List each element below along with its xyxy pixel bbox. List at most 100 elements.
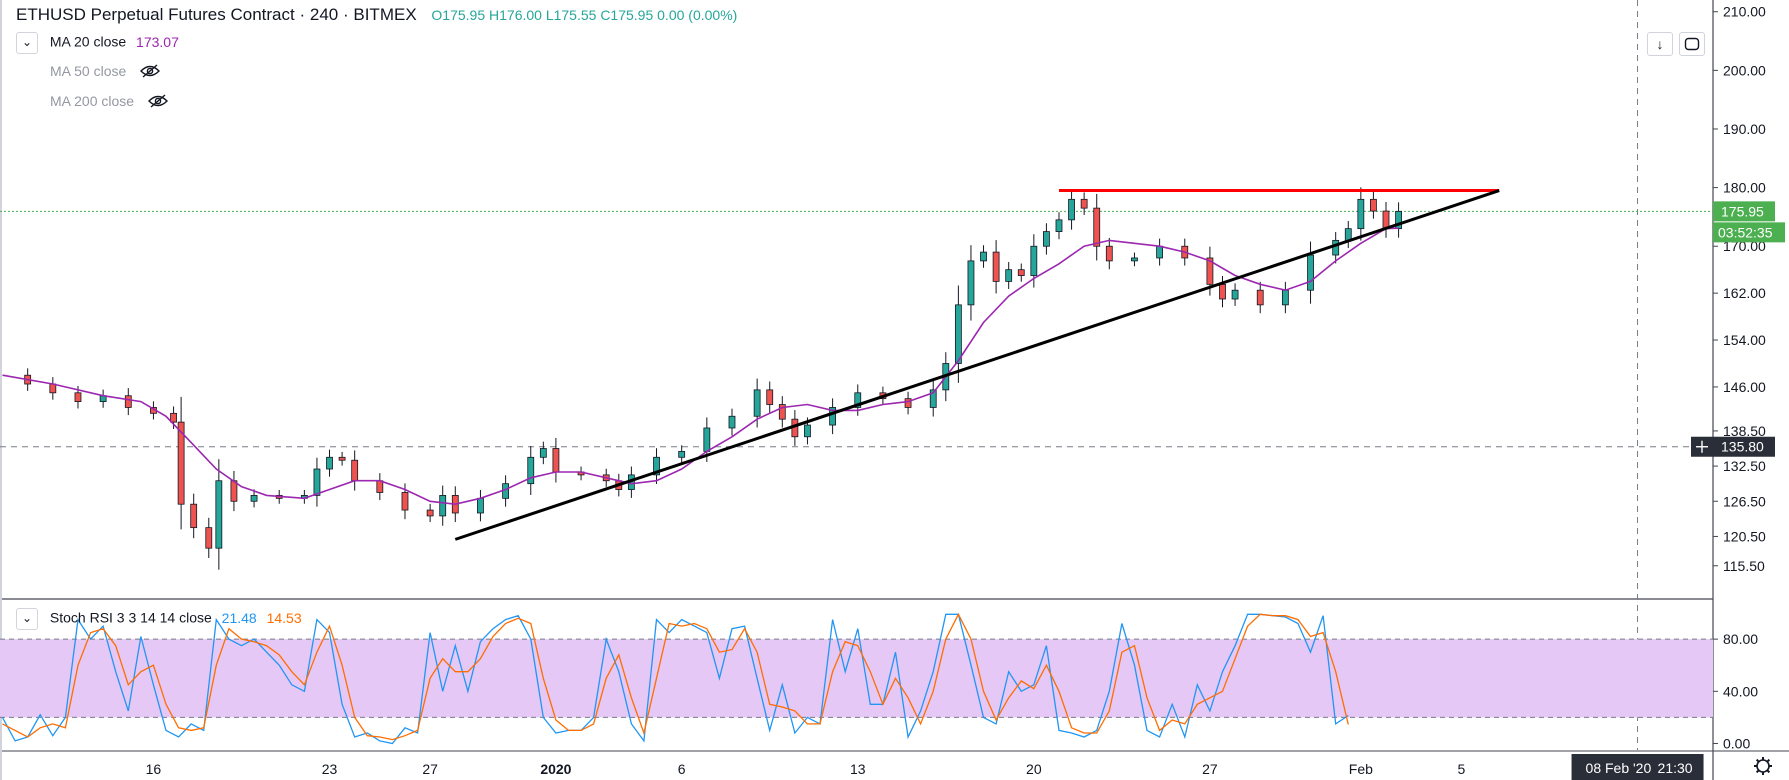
stoch-legend[interactable]: ⌄ Stoch RSI 3 3 14 14 close 21.48 14.53: [16, 608, 302, 630]
price-axis[interactable]: 115.50 120.50 126.50 132.50 138.50 146.00 154.…: [1713, 4, 1766, 752]
candles-layer: [24, 187, 1402, 570]
gear-icon[interactable]: [1754, 757, 1772, 775]
time-axis[interactable]: 16 23 27 2020 6 13 20 27 Feb 5 08 Feb '20 21:30: [146, 754, 1772, 780]
candle: [313, 468, 321, 496]
y-tick-label: 210.00: [1723, 4, 1766, 20]
candle: [539, 448, 547, 458]
stoch-band-layer: [0, 638, 1713, 718]
candle: [778, 404, 786, 420]
candle: [804, 424, 811, 438]
y-tick-label: 120.50: [1723, 528, 1766, 544]
candle: [954, 304, 962, 364]
stoch-d-value: 14.53: [266, 609, 302, 626]
x-tick-label: 20: [1026, 761, 1042, 777]
y-tick-label: 200.00: [1723, 62, 1766, 78]
y-tick-label: 180.00: [1723, 180, 1766, 196]
countdown-value: 03:52:35: [1718, 224, 1773, 240]
gear-tooth: [1755, 769, 1760, 774]
candle: [753, 389, 761, 417]
candle: [1017, 269, 1025, 276]
candle: [177, 421, 185, 505]
ma200-legend[interactable]: MA 200 close: [50, 93, 168, 111]
ma200-label: MA 200 close: [50, 93, 135, 109]
current-price-value: 175.95: [1721, 203, 1764, 219]
candle: [703, 427, 711, 452]
candle: [351, 459, 359, 482]
gear-tooth: [1766, 769, 1771, 774]
candle: [1156, 245, 1164, 259]
y-tick-label: 126.50: [1723, 493, 1766, 509]
candle: [230, 480, 238, 502]
eye-off-icon[interactable]: [147, 94, 168, 111]
candle: [1206, 257, 1214, 285]
ma20-legend[interactable]: ⌄ MA 20 close 173.07: [16, 32, 179, 54]
candle: [1357, 198, 1365, 230]
candle: [1344, 228, 1352, 241]
stoch-k-value: 21.48: [221, 609, 257, 626]
exchange: BITMEX: [353, 5, 417, 24]
trend-drawings[interactable]: [454, 189, 1500, 541]
candle: [1131, 257, 1138, 262]
candle: [678, 451, 686, 458]
x-tick-label: 16: [146, 761, 162, 777]
candle: [1043, 231, 1050, 247]
candle: [552, 448, 560, 473]
crosshair-price-tag: [1713, 436, 1775, 457]
candle: [1307, 254, 1314, 291]
candle: [439, 495, 447, 517]
candle: [967, 260, 975, 306]
x-tick-label: 6: [678, 761, 686, 777]
fullscreen-icon: [1684, 37, 1700, 51]
x-tick-label: Feb: [1349, 761, 1373, 777]
ma50-label: MA 50 close: [50, 63, 127, 79]
candle: [1281, 289, 1289, 306]
download-button[interactable]: ↓: [1647, 32, 1673, 56]
candle: [527, 456, 535, 485]
candle: [904, 398, 912, 408]
candle: [1231, 289, 1239, 300]
eye-off-icon[interactable]: [140, 64, 161, 81]
y-tick-label: 132.50: [1723, 458, 1766, 474]
crosshair-date-tag: [1571, 754, 1704, 780]
ohlc-values: O175.95 H176.00 L175.55 C175.95 0.00 (0.…: [431, 7, 738, 23]
fullscreen-button[interactable]: [1679, 32, 1705, 56]
candle: [1068, 198, 1075, 221]
candle: [426, 509, 434, 517]
ma50-legend[interactable]: MA 50 close: [50, 63, 161, 81]
stoch-tick-label: 0.00: [1723, 735, 1750, 751]
x-tick-label: 27: [422, 761, 438, 777]
y-tick-label: 146.00: [1723, 379, 1766, 395]
candle: [653, 456, 660, 476]
symbol-name[interactable]: ETHUSD Perpetual Futures Contract: [16, 5, 295, 24]
price-tags: 175.95 03:52:35 135.80: [1691, 201, 1785, 457]
candle: [190, 503, 198, 529]
candle: [1093, 207, 1101, 247]
candle: [1332, 239, 1340, 256]
x-tick-label: 23: [322, 761, 338, 777]
candle: [1382, 210, 1390, 230]
stoch-band: [0, 639, 1713, 718]
crosshair-time: 21:30: [1658, 760, 1693, 776]
candle: [929, 389, 937, 408]
stoch-tick-label: 40.00: [1723, 683, 1758, 699]
x-tick-label: 5: [1458, 761, 1466, 777]
gear-tooth: [1755, 758, 1760, 763]
support-trendline[interactable]: [454, 189, 1500, 541]
chevron-down-icon[interactable]: ⌄: [16, 32, 38, 54]
candle: [74, 392, 82, 402]
current-price-tag: [1713, 201, 1775, 222]
candle: [829, 407, 837, 426]
chevron-down-icon[interactable]: ⌄: [16, 608, 38, 630]
interval[interactable]: 240: [309, 5, 339, 24]
crosshair-date: 08 Feb '20: [1586, 760, 1652, 776]
crosshair-price-value: 135.80: [1721, 439, 1764, 455]
stoch-d-line: [2, 612, 1349, 741]
x-tick-label: 27: [1202, 761, 1218, 777]
countdown-tag: [1713, 222, 1785, 243]
candle: [1256, 289, 1264, 306]
y-tick-label: 190.00: [1723, 121, 1766, 137]
x-tick-label: 13: [850, 761, 866, 777]
candle: [376, 480, 384, 493]
